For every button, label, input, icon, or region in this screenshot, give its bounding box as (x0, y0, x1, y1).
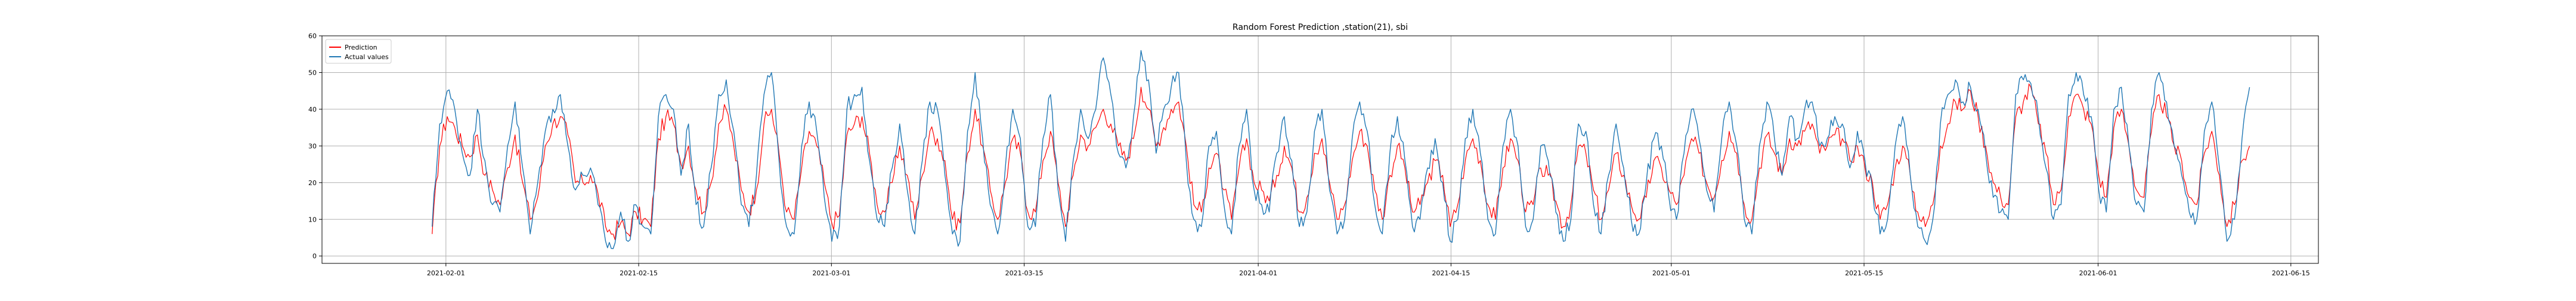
x-tick-label: 2021-02-01 (427, 269, 465, 277)
x-tick-label: 2021-04-01 (1239, 269, 1277, 277)
legend-label-prediction: Prediction (345, 44, 377, 51)
axes: 2021-02-01 2021-02-15 2021-03-01 2021-03-15… (308, 32, 2310, 277)
y-tick-label: 30 (308, 142, 317, 150)
series-lines (432, 50, 2250, 250)
x-tick-label: 2021-03-15 (1005, 269, 1044, 277)
y-tick-label: 40 (308, 106, 317, 113)
legend: Prediction Actual values (325, 39, 392, 64)
x-tick-label: 2021-03-01 (812, 269, 850, 277)
x-tick-label: 2021-06-01 (2079, 269, 2117, 277)
x-tick-label: 2021-05-01 (1652, 269, 1690, 277)
y-tick-label: 50 (308, 69, 317, 76)
actual-values-line (432, 50, 2250, 250)
y-tick-label: 10 (308, 216, 317, 223)
y-tick-label: 0 (312, 253, 317, 260)
chart-title: Random Forest Prediction ,station(21), s… (1233, 23, 1408, 32)
y-tick-label: 20 (308, 179, 317, 187)
x-tick-label: 2021-05-15 (1845, 269, 1883, 277)
legend-box (325, 39, 392, 64)
y-tick-label: 60 (308, 32, 317, 40)
prediction-line (432, 83, 2250, 240)
x-tick-label: 2021-02-15 (620, 269, 658, 277)
legend-label-actual: Actual values (345, 53, 389, 61)
x-tick-label: 2021-04-15 (1432, 269, 1470, 277)
x-tick-label: 2021-06-15 (2272, 269, 2310, 277)
plot-frame (321, 35, 2319, 264)
